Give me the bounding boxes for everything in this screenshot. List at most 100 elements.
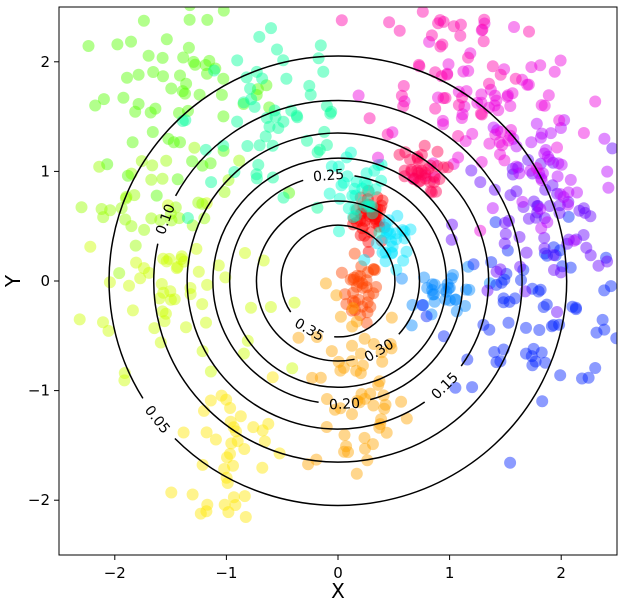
data-point [196,298,209,311]
data-point [227,491,240,504]
data-point [439,92,452,104]
data-point [429,66,442,79]
data-point [492,104,505,117]
data-point [348,247,361,260]
data-point [447,158,460,170]
data-point [538,231,551,244]
data-point [335,266,348,279]
data-point [358,176,371,189]
data-point [332,355,345,368]
data-point [362,289,375,302]
data-point [97,93,110,106]
data-point [189,58,202,71]
data-point [506,168,519,181]
data-point [338,445,351,458]
data-point [400,412,413,425]
data-point [490,265,503,278]
data-point [358,214,371,227]
data-point [335,14,348,27]
data-point [535,99,548,112]
data-point [348,182,361,195]
y-axis-title: Y [1,274,25,288]
data-point [421,282,434,294]
data-point [330,289,343,302]
data-point [217,110,230,123]
data-point [362,198,375,211]
data-point [347,286,360,299]
data-point [505,124,517,136]
data-point [382,214,395,227]
contour-line [229,175,448,388]
data-point [95,203,108,215]
data-point [532,285,545,298]
data-point [145,173,158,186]
data-point [344,146,357,159]
data-point [397,100,410,113]
data-point [40,188,52,200]
data-point [142,49,155,62]
data-point [503,295,516,308]
data-point [584,210,597,223]
data-point [180,77,193,90]
data-point [411,152,424,165]
data-point [265,22,277,35]
data-point [383,16,396,29]
data-point [148,322,161,335]
data-point [227,421,240,434]
data-point [526,359,539,372]
data-point [428,176,441,189]
data-point [506,87,519,100]
data-point [486,60,499,73]
data-point [366,438,379,451]
data-point [395,395,408,408]
data-point [239,511,252,523]
data-point [354,270,367,283]
data-point [491,124,504,137]
data-point [604,280,617,293]
data-point [187,55,200,68]
data-point [489,89,501,102]
data-point [351,394,364,407]
data-point [504,189,517,202]
data-point [427,157,440,170]
data-point [160,154,173,167]
data-point [319,277,332,290]
x-tick-label: 1 [445,564,455,582]
data-point [347,273,360,286]
data-point [366,205,379,218]
data-point [520,321,532,334]
data-point [533,324,546,336]
data-point [475,156,488,168]
data-point [177,51,190,64]
data-point [502,316,515,329]
data-point [314,39,327,52]
data-point [506,162,519,175]
data-point [138,262,150,275]
data-point [209,433,222,446]
data-point [476,23,489,36]
data-point [598,132,611,145]
data-point [425,186,438,199]
data-point [475,24,488,37]
data-point [598,284,611,297]
data-point [334,364,347,377]
data-point [407,173,420,186]
data-point [321,393,333,405]
data-point [367,263,380,276]
data-point [382,224,394,237]
data-point [489,216,502,229]
data-point [245,93,258,106]
data-point [405,165,418,178]
contour-line [153,99,523,463]
data-point [547,241,560,254]
data-point [337,176,350,189]
data-point [370,281,383,293]
data-point [601,165,614,178]
data-point [490,94,503,107]
data-point [577,127,590,139]
data-point [462,64,475,77]
data-point [367,263,380,275]
data-point [385,342,398,355]
data-point [380,225,393,238]
